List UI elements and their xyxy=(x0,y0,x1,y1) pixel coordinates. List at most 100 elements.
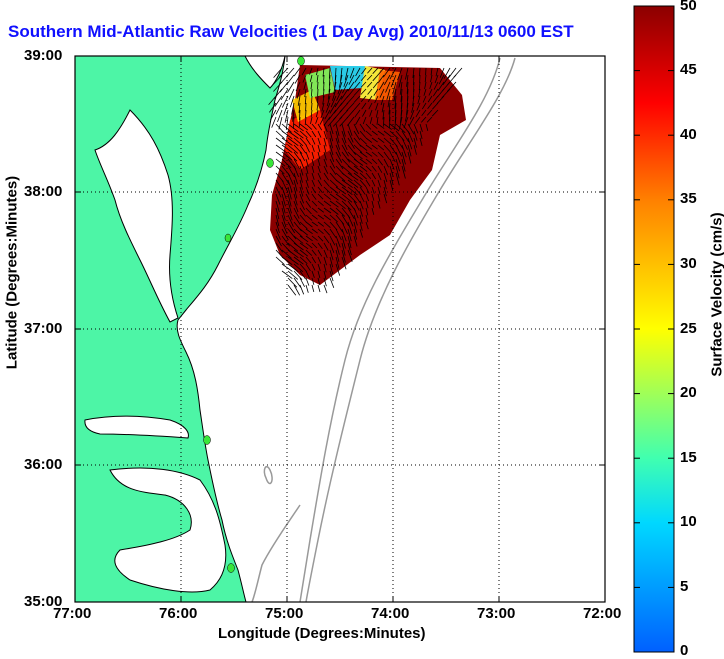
velocity-vector xyxy=(365,179,371,187)
velocity-vector xyxy=(311,228,318,234)
velocity-vector xyxy=(367,81,373,88)
velocity-vector xyxy=(432,88,439,97)
velocity-vector xyxy=(419,123,423,132)
velocity-vector xyxy=(371,151,378,157)
velocity-vector xyxy=(275,256,285,265)
velocity-vector xyxy=(347,130,354,143)
velocity-vector xyxy=(323,200,332,207)
velocity-vector xyxy=(383,137,392,145)
velocity-vector xyxy=(411,102,415,113)
velocity-vector xyxy=(275,193,281,205)
velocity-vector xyxy=(305,277,310,286)
colorbar-tick-label: 10 xyxy=(680,513,697,530)
velocity-vector xyxy=(360,74,367,81)
velocity-vector xyxy=(329,179,338,188)
velocity-vector xyxy=(287,186,292,200)
velocity-vector xyxy=(281,270,293,279)
velocity-vector xyxy=(323,158,328,168)
velocity-vector xyxy=(437,88,445,98)
velocity-vector xyxy=(371,186,375,194)
velocity-vector xyxy=(335,242,340,255)
colorbar-tick-label: 50 xyxy=(680,0,697,14)
velocity-vector xyxy=(293,284,301,296)
albemarle-sound xyxy=(84,415,189,439)
velocity-vector xyxy=(401,158,406,172)
velocity-vector xyxy=(287,207,293,221)
velocity-vector xyxy=(273,81,283,92)
velocity-vector xyxy=(401,144,407,158)
velocity-vector xyxy=(328,81,331,93)
velocity-vector xyxy=(365,158,373,165)
velocity-vector xyxy=(311,263,316,271)
velocity-vector xyxy=(447,67,457,79)
velocity-vector xyxy=(323,277,327,287)
velocity-vector xyxy=(311,284,315,293)
velocity-vector xyxy=(389,179,394,192)
velocity-vector xyxy=(335,207,346,217)
velocity-vector xyxy=(293,130,304,139)
velocity-vector xyxy=(293,158,301,170)
velocity-vector xyxy=(347,165,359,174)
velocity-vector xyxy=(281,249,292,259)
velocity-vector xyxy=(299,235,309,243)
velocity-vector xyxy=(293,256,304,265)
velocity-vector xyxy=(425,123,429,132)
velocity-vector xyxy=(293,207,300,219)
velocity-vector xyxy=(305,151,310,160)
velocity-vector xyxy=(335,137,341,150)
velocity-vector xyxy=(377,186,381,195)
velocity-vector xyxy=(327,116,337,127)
velocity-vector xyxy=(319,116,325,125)
velocity-vector xyxy=(365,207,369,216)
velocity-vector xyxy=(371,144,378,150)
velocity-vector xyxy=(401,165,406,179)
velocity-vector xyxy=(323,123,328,133)
velocity-vector xyxy=(341,200,352,211)
velocity-vector xyxy=(311,102,313,111)
velocity-vector xyxy=(434,74,439,84)
velocity-vector xyxy=(317,235,324,242)
axis-ticks xyxy=(75,56,605,602)
x-tick-label: 77:00 xyxy=(53,605,92,622)
velocity-vector xyxy=(341,235,346,249)
velocity-vector xyxy=(335,186,347,195)
velocity-vector xyxy=(317,81,319,90)
velocity-vector xyxy=(418,81,421,91)
velocity-vector xyxy=(305,179,309,188)
x-tick-label: 72:00 xyxy=(583,605,622,622)
velocity-vector xyxy=(329,228,337,238)
velocity-vector xyxy=(329,249,334,261)
velocity-vector xyxy=(430,67,433,76)
velocity-vector xyxy=(323,193,331,200)
velocity-vector xyxy=(359,123,366,132)
velocity-vector xyxy=(305,270,310,279)
velocity-vector xyxy=(323,235,330,244)
velocity-vector xyxy=(275,158,286,167)
velocity-vector xyxy=(305,130,312,138)
velocity-vector xyxy=(311,151,315,159)
delaware-bay xyxy=(244,56,286,89)
velocity-vector xyxy=(341,221,348,234)
y-tick-label: 36:00 xyxy=(24,456,63,473)
velocity-vector xyxy=(273,74,283,85)
velocity-vector xyxy=(329,200,339,208)
velocity-vector xyxy=(395,144,403,157)
velocity-vector xyxy=(324,109,331,120)
velocity-vector xyxy=(394,95,397,109)
velocity-vector xyxy=(281,179,288,192)
velocity-vector xyxy=(305,165,309,174)
velocity-vector xyxy=(421,109,427,116)
velocity-vector xyxy=(341,242,346,256)
velocity-vector xyxy=(293,123,304,132)
velocity-vector xyxy=(335,235,341,248)
velocity-vector xyxy=(353,123,360,135)
velocity-vector xyxy=(287,249,299,259)
velocity-vector xyxy=(310,109,313,118)
velocity-vector xyxy=(361,102,367,110)
velocity-vector xyxy=(353,235,358,247)
velocity-vector xyxy=(329,207,339,215)
velocity-vector xyxy=(372,67,379,74)
velocity-vector xyxy=(287,214,294,227)
velocity-vector xyxy=(353,228,358,240)
velocity-vector xyxy=(353,165,364,173)
